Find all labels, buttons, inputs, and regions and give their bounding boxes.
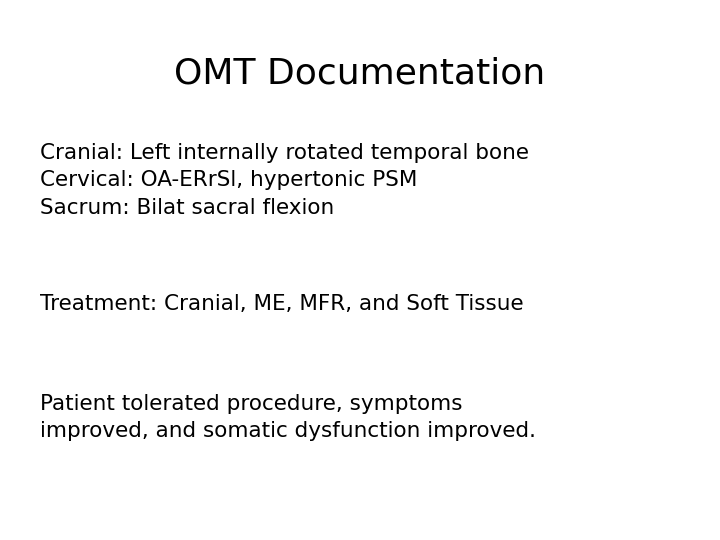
Text: Cranial: Left internally rotated temporal bone
Cervical: OA-ERrSl, hypertonic PS: Cranial: Left internally rotated tempora… [40, 143, 528, 218]
Text: OMT Documentation: OMT Documentation [174, 57, 546, 91]
Text: Treatment: Cranial, ME, MFR, and Soft Tissue: Treatment: Cranial, ME, MFR, and Soft Ti… [40, 294, 523, 314]
Text: Patient tolerated procedure, symptoms
improved, and somatic dysfunction improved: Patient tolerated procedure, symptoms im… [40, 394, 536, 441]
